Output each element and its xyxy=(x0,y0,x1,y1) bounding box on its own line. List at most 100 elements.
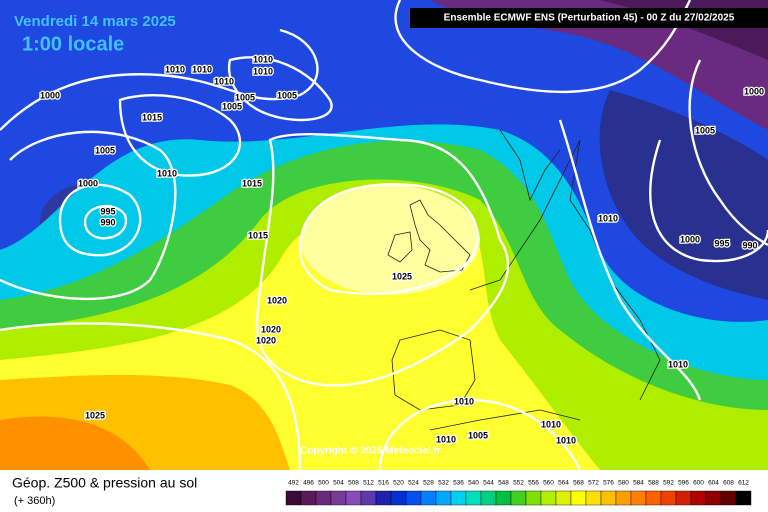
legend-swatch xyxy=(630,490,647,506)
legend-swatch xyxy=(645,490,662,506)
isobar-label: 1005 xyxy=(235,92,255,102)
isobar-label: 1000 xyxy=(680,234,700,244)
legend-swatch xyxy=(525,490,542,506)
legend-value: 512 xyxy=(363,480,374,487)
legend-value: 600 xyxy=(693,480,704,487)
coastlines xyxy=(387,129,661,431)
isobar-label: 1010 xyxy=(253,54,273,64)
legend: 492 496 500 504 508 512 516 520 524 528 532 536 540 5… xyxy=(285,480,752,506)
legend-swatch xyxy=(435,490,452,506)
legend-swatch xyxy=(660,490,677,506)
legend-value: 524 xyxy=(408,480,419,487)
isobar-label: 1015 xyxy=(248,230,268,240)
legend-swatch xyxy=(510,490,527,506)
legend-swatch xyxy=(330,490,347,506)
isobar-label: 1000 xyxy=(40,90,60,100)
legend-value: 492 xyxy=(288,480,299,487)
date-label: Vendredi 14 mars 2025 xyxy=(14,13,176,30)
legend-value: 576 xyxy=(603,480,614,487)
isobar-label: 1005 xyxy=(222,101,242,111)
legend-value: 508 xyxy=(348,480,359,487)
legend-swatch xyxy=(390,490,407,506)
legend-value: 560 xyxy=(543,480,554,487)
isobar-label: 1020 xyxy=(261,324,281,334)
isobar-label: 1005 xyxy=(468,430,488,440)
isobar-labels: 1000101510051010100099599010151015102010… xyxy=(39,53,766,447)
legend-swatch xyxy=(480,490,497,506)
time-label: 1:00 locale xyxy=(22,33,124,55)
legend-value: 544 xyxy=(483,480,494,487)
footer-subtitle: (+ 360h) xyxy=(14,495,55,507)
legend-swatch xyxy=(720,490,737,506)
legend-value: 584 xyxy=(633,480,644,487)
isobar-label: 1005 xyxy=(95,145,115,155)
isobar-label: 1010 xyxy=(192,64,212,74)
legend-swatch xyxy=(570,490,587,506)
legend-value: 572 xyxy=(588,480,599,487)
legend-value: 604 xyxy=(708,480,719,487)
isobar-label: 1010 xyxy=(165,64,185,74)
legend-value: 496 xyxy=(303,480,314,487)
legend-swatch xyxy=(465,490,482,506)
legend-value: 520 xyxy=(393,480,404,487)
model-label: Ensemble ECMWF ENS (Perturbation 45) - 0… xyxy=(444,13,735,24)
legend-value: 536 xyxy=(453,480,464,487)
isobars xyxy=(0,0,768,471)
legend-value: 516 xyxy=(378,480,389,487)
legend-swatch xyxy=(360,490,377,506)
isobar-label: 1000 xyxy=(78,178,98,188)
legend-value: 596 xyxy=(678,480,689,487)
legend-value: 528 xyxy=(423,480,434,487)
legend-value: 592 xyxy=(663,480,674,487)
isobar-label: 1010 xyxy=(556,435,576,445)
legend-value: 552 xyxy=(513,480,524,487)
isobar-label: 1010 xyxy=(668,359,688,369)
legend-swatch xyxy=(315,490,332,506)
legend-swatch xyxy=(705,490,722,506)
legend-value: 504 xyxy=(333,480,344,487)
legend-swatch xyxy=(375,490,392,506)
isobar-label: 1010 xyxy=(214,76,234,86)
legend-value: 568 xyxy=(573,480,584,487)
legend-swatch xyxy=(450,490,467,506)
legend-swatch xyxy=(540,490,557,506)
map-background xyxy=(0,0,768,470)
isobar-label: 1025 xyxy=(85,410,105,420)
isobar-label: 1010 xyxy=(157,168,177,178)
legend-value: 612 xyxy=(738,480,749,487)
model-banner xyxy=(410,8,768,28)
legend-value: 608 xyxy=(723,480,734,487)
isobar-label: 1010 xyxy=(541,419,561,429)
isobar-label: 990 xyxy=(742,240,757,250)
legend-swatch xyxy=(285,490,302,506)
footer-title: Géop. Z500 & pression au sol xyxy=(12,475,197,491)
copyright: Copyright © 2025 Meteociel.fr xyxy=(300,446,441,457)
legend-swatch xyxy=(405,490,422,506)
isobar-label: 1010 xyxy=(253,66,273,76)
isobar-label: 1000 xyxy=(744,86,764,96)
legend-value: 540 xyxy=(468,480,479,487)
isobar-label: 1015 xyxy=(242,178,262,188)
legend-swatch xyxy=(600,490,617,506)
legend-swatch xyxy=(300,490,317,506)
isobar-label: 995 xyxy=(100,206,115,216)
legend-swatch xyxy=(495,490,512,506)
legend-value: 580 xyxy=(618,480,629,487)
legend-value: 500 xyxy=(318,480,329,487)
isobar-label: 995 xyxy=(714,238,729,248)
isobar-label: 1005 xyxy=(695,125,715,135)
isobar-label: 1025 xyxy=(392,271,412,281)
isobar-label: 1015 xyxy=(142,112,162,122)
legend-swatch xyxy=(615,490,632,506)
legend-value: 556 xyxy=(528,480,539,487)
legend-swatch xyxy=(555,490,572,506)
legend-swatch xyxy=(735,490,752,506)
isobar-label: 990 xyxy=(100,217,115,227)
isobar-label: 1020 xyxy=(256,335,276,345)
isobar-label: 1010 xyxy=(598,213,618,223)
legend-swatch xyxy=(345,490,362,506)
isobar-label: 1005 xyxy=(277,90,297,100)
legend-swatch xyxy=(585,490,602,506)
isobar-label: 1010 xyxy=(436,434,456,444)
